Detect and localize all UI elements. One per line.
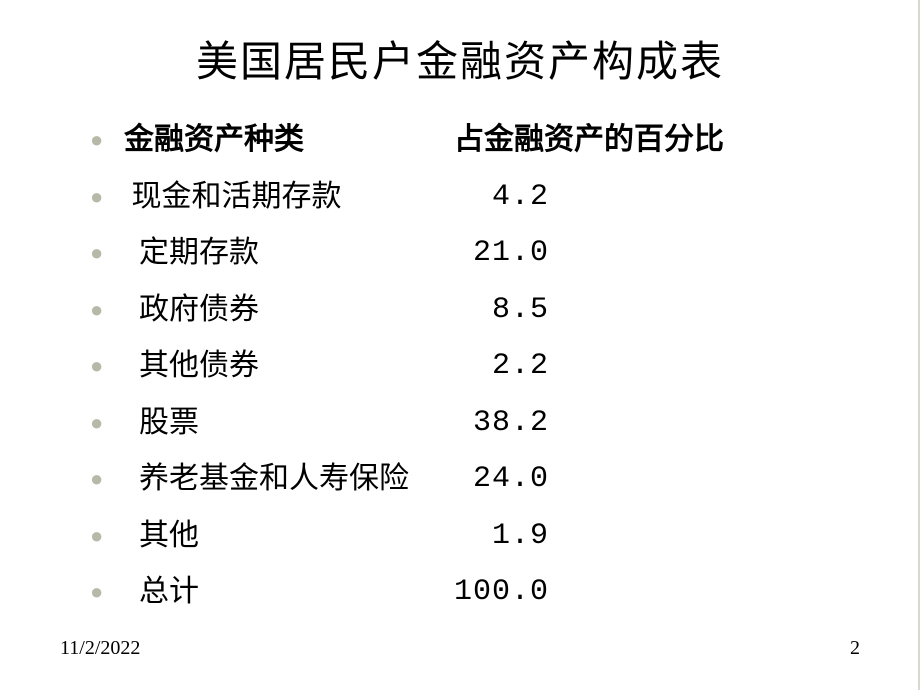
bullet-icon: ● xyxy=(90,519,106,553)
row-value: 1.9 xyxy=(454,513,549,560)
header-left: 金融资产种类 xyxy=(124,117,454,164)
slide: 美国居民户金融资产构成表 ● 金融资产种类 占金融资产的百分比 ● 现金和活期存… xyxy=(0,0,920,690)
row-value: 21.0 xyxy=(454,230,549,277)
row-label: 股票 xyxy=(124,400,454,447)
content-list: ● 金融资产种类 占金融资产的百分比 ● 现金和活期存款 4.2 ● 定期存款 … xyxy=(60,117,860,616)
row-label: 政府债券 xyxy=(124,287,454,334)
row-label: 其他债券 xyxy=(124,343,454,390)
bullet-icon: ● xyxy=(90,180,106,214)
table-row: ● 定期存款 21.0 xyxy=(90,230,860,277)
bullet-icon: ● xyxy=(90,406,106,440)
row-value: 100.0 xyxy=(454,569,549,616)
table-row: ● 养老基金和人寿保险 24.0 xyxy=(90,456,860,503)
row-label: 总计 xyxy=(124,569,454,616)
row-value: 24.0 xyxy=(454,456,549,503)
bullet-icon: ● xyxy=(90,575,106,609)
table-row: ● 政府债券 8.5 xyxy=(90,287,860,334)
table-row: ● 现金和活期存款 4.2 xyxy=(90,174,860,221)
bullet-icon: ● xyxy=(90,462,106,496)
bullet-icon: ● xyxy=(90,236,106,270)
bullet-icon: ● xyxy=(90,123,106,157)
table-row: ● 股票 38.2 xyxy=(90,400,860,447)
table-row: ● 其他债券 2.2 xyxy=(90,343,860,390)
row-value: 2.2 xyxy=(454,343,549,390)
row-value: 8.5 xyxy=(454,287,549,334)
footer-page: 2 xyxy=(850,637,860,660)
bullet-icon: ● xyxy=(90,293,106,327)
row-label: 其他 xyxy=(124,513,454,560)
header-right: 占金融资产的百分比 xyxy=(454,117,724,164)
row-label: 定期存款 xyxy=(124,230,454,277)
row-value: 38.2 xyxy=(454,400,549,447)
bullet-icon: ● xyxy=(90,349,106,383)
row-value: 4.2 xyxy=(454,174,549,221)
footer-date: 11/2/2022 xyxy=(60,637,140,660)
table-row: ● 总计 100.0 xyxy=(90,569,860,616)
row-label: 现金和活期存款 xyxy=(124,174,454,221)
table-header: ● 金融资产种类 占金融资产的百分比 xyxy=(90,117,860,164)
page-title: 美国居民户金融资产构成表 xyxy=(60,28,860,89)
row-label: 养老基金和人寿保险 xyxy=(124,456,454,503)
table-row: ● 其他 1.9 xyxy=(90,513,860,560)
